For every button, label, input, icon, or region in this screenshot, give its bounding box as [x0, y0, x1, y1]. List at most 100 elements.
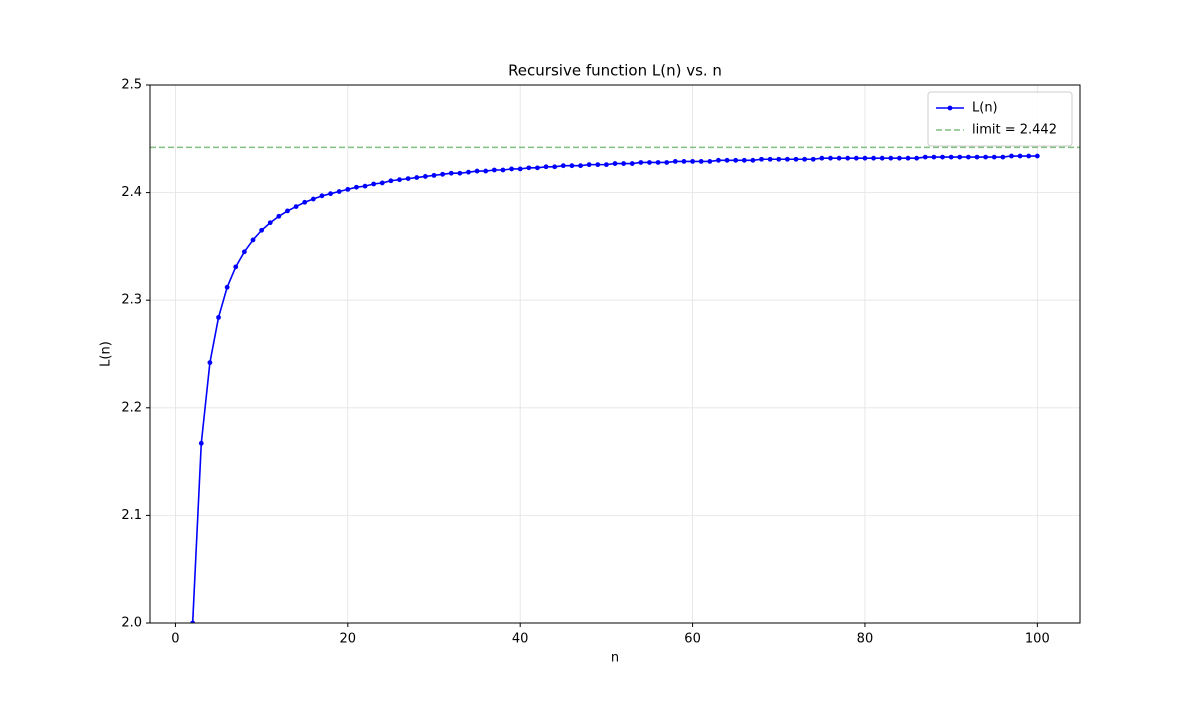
legend-box: [927, 91, 1073, 147]
point: [638, 160, 644, 165]
point: [672, 158, 678, 164]
line-series: [191, 155, 1038, 623]
point: [1034, 153, 1040, 159]
y-tick-label: 2.0: [121, 616, 142, 631]
point: [974, 154, 980, 160]
point: [267, 220, 273, 226]
point: [552, 164, 558, 170]
point: [664, 160, 670, 165]
point: [285, 208, 290, 214]
point: [724, 157, 730, 163]
point: [526, 165, 532, 171]
point: [241, 249, 247, 255]
point: [940, 154, 945, 160]
point: [250, 237, 256, 243]
x-tick-label: 100: [1025, 632, 1050, 647]
point: [569, 163, 575, 169]
point: [948, 154, 954, 160]
point: [905, 155, 911, 161]
y-tick-label: 2.4: [121, 185, 142, 200]
point: [853, 155, 859, 161]
point: [500, 167, 506, 173]
point: [759, 156, 764, 162]
point: [431, 172, 437, 178]
point: [819, 155, 825, 161]
legend-label: limit = 2.442: [972, 123, 1057, 138]
point: [690, 158, 695, 164]
axes-frame: [149, 84, 1081, 624]
legend-marker: [947, 105, 953, 111]
point: [276, 213, 282, 219]
point: [259, 227, 265, 233]
point: [586, 162, 592, 168]
point: [879, 155, 885, 161]
point: [931, 154, 937, 160]
x-tick-label: 60: [684, 632, 701, 647]
x-tick-label: 80: [857, 632, 874, 647]
point: [888, 155, 894, 161]
point: [836, 155, 842, 161]
point: [422, 174, 428, 179]
point: [509, 166, 514, 172]
point: [224, 284, 230, 290]
point: [845, 155, 851, 161]
point: [414, 175, 420, 180]
point: [310, 196, 316, 202]
point: [371, 181, 377, 187]
point: [862, 155, 868, 161]
point: [733, 157, 739, 163]
point: [319, 193, 325, 199]
point: [483, 168, 489, 174]
point: [914, 155, 920, 161]
point: [647, 160, 652, 165]
point: [405, 176, 411, 182]
point: [491, 167, 497, 173]
point: [802, 156, 808, 162]
point: [543, 164, 549, 170]
y-tick-label: 2.2: [121, 400, 142, 415]
point: [190, 620, 196, 623]
point: [810, 156, 816, 162]
point: [397, 177, 402, 183]
x-axis-label: n: [611, 651, 619, 666]
point: [233, 264, 239, 270]
point: [1017, 153, 1023, 159]
point: [707, 158, 713, 164]
point: [698, 158, 704, 164]
point: [457, 170, 463, 176]
point: [466, 169, 471, 175]
point: [517, 166, 523, 172]
point: [198, 440, 204, 446]
point: [784, 156, 790, 162]
point: [293, 204, 299, 209]
point: [535, 165, 540, 171]
x-tick-label: 20: [340, 632, 357, 647]
point: [871, 155, 876, 161]
point: [336, 189, 342, 194]
point: [621, 161, 627, 166]
point: [1000, 154, 1006, 160]
y-tick-label: 2.5: [121, 78, 142, 93]
point: [302, 199, 308, 205]
chart-title: Recursive function L(n) vs. n: [508, 62, 722, 80]
x-tick-label: 0: [171, 632, 179, 647]
point: [991, 154, 997, 160]
point: [741, 157, 747, 163]
point: [388, 178, 394, 184]
point: [216, 315, 221, 320]
point: [681, 158, 687, 164]
point: [362, 183, 368, 189]
x-tick-label: 40: [512, 632, 529, 647]
point: [828, 155, 833, 161]
point: [612, 161, 618, 166]
point: [793, 156, 799, 162]
point: [440, 171, 446, 177]
point: [578, 163, 583, 169]
point: [897, 155, 902, 161]
point: [716, 157, 721, 163]
point: [629, 161, 635, 166]
legend: L(n) limit = 2.442: [927, 91, 1073, 147]
axes: 0 20 40 60 80 100 2.0 2.1 2.2 2.3 2.4 2.5: [121, 78, 1049, 647]
point: [379, 180, 385, 186]
point: [207, 360, 213, 366]
